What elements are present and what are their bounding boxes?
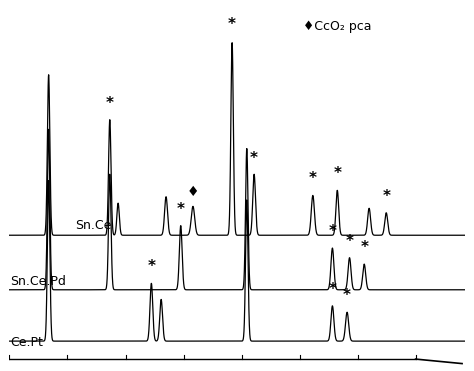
Text: *: * bbox=[333, 166, 341, 181]
Text: Ce.Pt: Ce.Pt bbox=[10, 336, 43, 349]
Text: ♦CcO₂ pca: ♦CcO₂ pca bbox=[303, 20, 372, 33]
Text: *: * bbox=[328, 224, 337, 239]
Text: *: * bbox=[228, 17, 236, 32]
Text: *: * bbox=[147, 259, 155, 275]
Text: *: * bbox=[106, 96, 114, 111]
Text: ♦: ♦ bbox=[187, 185, 199, 198]
Text: *: * bbox=[343, 288, 351, 303]
Text: *: * bbox=[250, 151, 258, 166]
Text: *: * bbox=[346, 234, 354, 249]
Text: Sn.Ce.Pd: Sn.Ce.Pd bbox=[10, 276, 66, 289]
Text: *: * bbox=[177, 201, 185, 217]
Text: *: * bbox=[328, 282, 337, 297]
Text: *: * bbox=[382, 189, 390, 204]
Text: *: * bbox=[360, 240, 368, 255]
Text: Sn.Ce: Sn.Ce bbox=[75, 219, 112, 232]
Text: *: * bbox=[309, 171, 317, 187]
